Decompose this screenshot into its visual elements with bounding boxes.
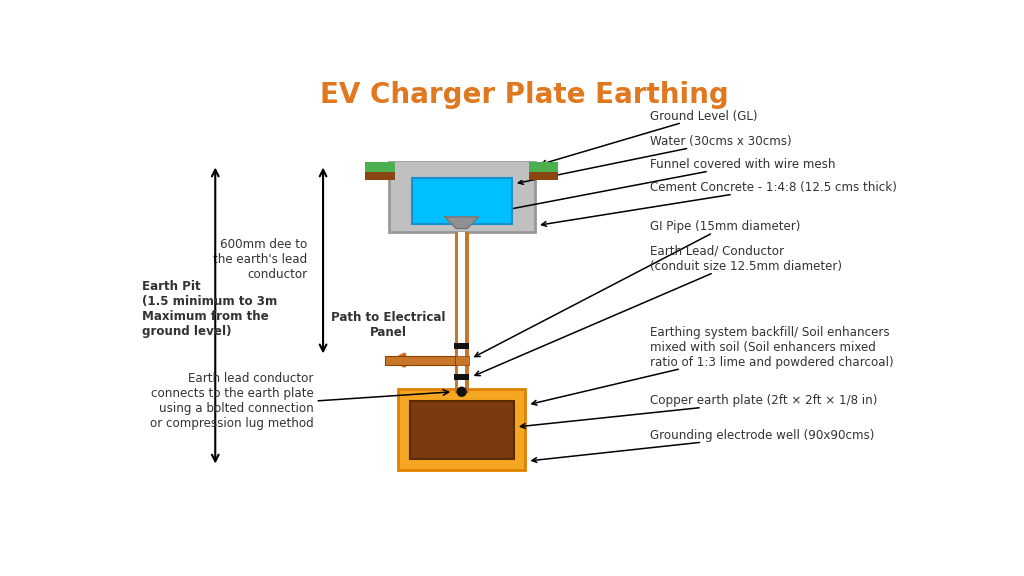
Circle shape bbox=[457, 387, 466, 396]
Polygon shape bbox=[444, 217, 478, 229]
Bar bbox=[385, 355, 455, 365]
Bar bbox=[458, 388, 465, 393]
Bar bbox=[412, 177, 512, 224]
Bar bbox=[454, 374, 469, 380]
Bar bbox=[394, 162, 528, 180]
Text: 600mm dee to
the earth's lead
conductor: 600mm dee to the earth's lead conductor bbox=[213, 238, 307, 281]
Bar bbox=[388, 162, 535, 232]
Text: EV Charger Plate Earthing: EV Charger Plate Earthing bbox=[321, 81, 729, 109]
Bar bbox=[455, 355, 469, 365]
Text: Funnel covered with wire mesh: Funnel covered with wire mesh bbox=[485, 158, 836, 215]
Bar bbox=[454, 343, 469, 350]
Text: Grounding electrode well (90x90cms): Grounding electrode well (90x90cms) bbox=[531, 429, 874, 463]
Bar bbox=[458, 232, 465, 389]
Bar bbox=[410, 401, 514, 458]
Text: Path to Electrical
Panel: Path to Electrical Panel bbox=[331, 310, 445, 339]
Text: Earth Lead/ Conductor
(conduit size 12.5mm diameter): Earth Lead/ Conductor (conduit size 12.5… bbox=[475, 245, 843, 376]
Text: Water (30cms x 30cms): Water (30cms x 30cms) bbox=[518, 135, 792, 184]
Bar bbox=[366, 172, 558, 180]
Bar bbox=[455, 232, 469, 389]
Bar bbox=[455, 388, 469, 393]
Text: Copper earth plate (2ft × 2ft × 1/8 in): Copper earth plate (2ft × 2ft × 1/8 in) bbox=[520, 395, 878, 429]
Text: Cement Concrete - 1:4:8 (12.5 cms thick): Cement Concrete - 1:4:8 (12.5 cms thick) bbox=[542, 181, 897, 226]
Bar bbox=[366, 162, 558, 172]
Text: Earthing system backfill/ Soil enhancers
mixed with soil (Soil enhancers mixed
r: Earthing system backfill/ Soil enhancers… bbox=[531, 325, 894, 405]
Text: Earth lead conductor
connects to the earth plate
using a bolted connection
or co: Earth lead conductor connects to the ear… bbox=[151, 372, 313, 430]
Text: Earth Pit
(1.5 minimum to 3m
Maximum from the
ground level): Earth Pit (1.5 minimum to 3m Maximum fro… bbox=[142, 279, 278, 338]
FancyBboxPatch shape bbox=[398, 389, 525, 470]
Text: GI Pipe (15mm diameter): GI Pipe (15mm diameter) bbox=[475, 219, 801, 357]
Text: Ground Level (GL): Ground Level (GL) bbox=[542, 109, 758, 165]
